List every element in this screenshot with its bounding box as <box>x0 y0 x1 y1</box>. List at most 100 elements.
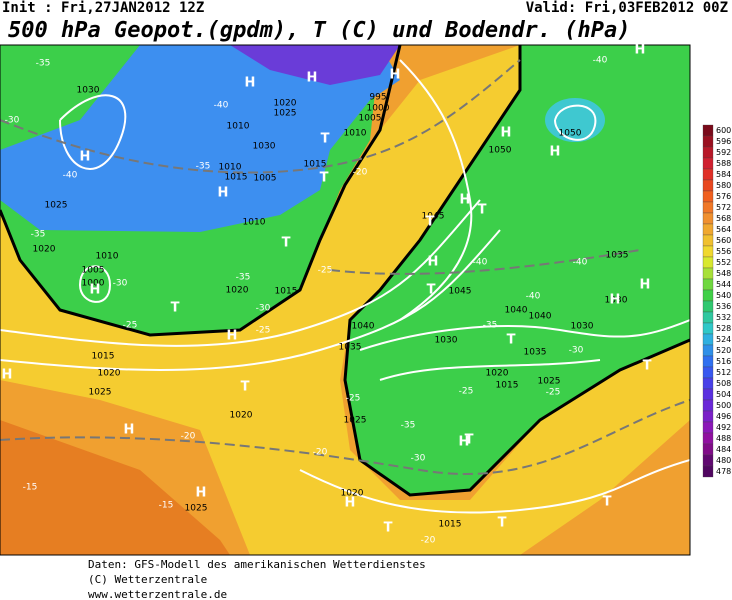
temperature-label: -35 <box>236 273 251 283</box>
colorbar-label: 584 <box>716 170 731 179</box>
colorbar-swatch <box>702 344 714 357</box>
colorbar: 600 596 592 588 584 580 576 572 568 564 560 556 552 5… <box>702 124 731 478</box>
colorbar-swatch <box>702 454 714 467</box>
trough-marker: T <box>498 516 507 531</box>
pressure-label: 1030 <box>605 296 628 306</box>
map <box>0 44 691 556</box>
pressure-label: 1050 <box>489 146 512 156</box>
colorbar-label: 512 <box>716 368 731 377</box>
pressure-label: 1020 <box>230 411 253 421</box>
high-pressure-marker: H <box>550 145 561 160</box>
colorbar-label: 500 <box>716 401 731 410</box>
temperature-label: -25 <box>459 387 474 397</box>
high-pressure-marker: H <box>459 435 470 450</box>
trough-marker: T <box>427 283 436 298</box>
colorbar-label: 600 <box>716 126 731 135</box>
colorbar-swatch <box>702 245 714 258</box>
isobars <box>0 59 690 514</box>
pressure-label: 1010 <box>243 218 266 228</box>
colorbar-swatch <box>702 410 714 423</box>
colorbar-swatch <box>702 355 714 368</box>
pressure-label: 1035 <box>524 348 547 358</box>
pressure-label: 1025 <box>274 109 297 119</box>
trough-marker: T <box>478 203 487 218</box>
pressure-label: 1000 <box>82 279 105 289</box>
pressure-label: 1050 <box>559 129 582 139</box>
high-pressure-marker: H <box>428 255 439 270</box>
pressure-label: 1005 <box>82 266 105 276</box>
high-pressure-marker: H <box>460 193 471 208</box>
pressure-label: 1035 <box>339 343 362 353</box>
high-pressure-marker: H <box>90 283 101 298</box>
pressure-label: 1040 <box>352 322 375 332</box>
colorbar-label: 548 <box>716 269 731 278</box>
pressure-label: 1015 <box>275 287 298 297</box>
very-cold-region <box>230 45 400 85</box>
colorbar-label: 516 <box>716 357 731 366</box>
high-pressure-marker: H <box>227 329 238 344</box>
colorbar-swatch <box>702 135 714 148</box>
trough-marker: T <box>465 433 474 448</box>
pressure-label: 1025 <box>185 504 208 514</box>
trough-marker: T <box>171 301 180 316</box>
trough-marker: T <box>603 495 612 510</box>
colorbar-swatch <box>702 432 714 445</box>
pressure-label: 1040 <box>505 306 528 316</box>
colorbar-label: 528 <box>716 324 731 333</box>
colorbar-label: 480 <box>716 456 731 465</box>
colorbar-label: 568 <box>716 214 731 223</box>
colorbar-swatch <box>702 377 714 390</box>
colorbar-swatch <box>702 256 714 269</box>
colorbar-label: 556 <box>716 247 731 256</box>
pressure-label: 1030 <box>253 142 276 152</box>
pressure-label: 1010 <box>227 122 250 132</box>
trough-marker: T <box>384 521 393 536</box>
pressure-label: 1005 <box>359 114 382 124</box>
colorbar-swatch <box>702 333 714 346</box>
trough-marker: T <box>643 359 652 374</box>
pressure-label: 1025 <box>89 388 112 398</box>
colorbar-swatch <box>702 322 714 335</box>
colorbar-swatch <box>702 366 714 379</box>
trough-marker: T <box>426 215 435 230</box>
pressure-label: 1020 <box>98 369 121 379</box>
pressure-label: 1015 <box>92 352 115 362</box>
colorbar-label: 504 <box>716 390 731 399</box>
pressure-label: 1045 <box>422 212 445 222</box>
colorbar-label: 508 <box>716 379 731 388</box>
temperature-label: -20 <box>421 536 436 546</box>
map-title: 500 hPa Geopot.(gpdm), T (C) und Bodendr… <box>8 18 631 43</box>
high-pressure-marker: H <box>196 486 207 501</box>
colorbar-label: 532 <box>716 313 731 322</box>
colorbar-label: 544 <box>716 280 731 289</box>
high-pressure-marker: H <box>124 423 135 438</box>
high-pressure-marker: H <box>80 150 91 165</box>
pressure-label: 1020 <box>33 245 56 255</box>
temperature-label: -25 <box>318 266 333 276</box>
colorbar-label: 596 <box>716 137 731 146</box>
valid-time: Valid: Fri,03FEB2012 00Z <box>526 0 728 16</box>
colorbar-swatch <box>702 146 714 159</box>
high-pressure-marker: H <box>245 76 256 91</box>
colorbar-label: 592 <box>716 148 731 157</box>
pressure-label: 1020 <box>341 489 364 499</box>
high-pressure-marker: H <box>345 496 356 511</box>
colorbar-label: 488 <box>716 434 731 443</box>
temperature-label: -25 <box>256 326 271 336</box>
temperature-label: -15 <box>159 501 174 511</box>
pressure-label: 1040 <box>529 312 552 322</box>
high-pressure-marker: H <box>640 278 651 293</box>
colorbar-label: 520 <box>716 346 731 355</box>
colorbar-swatch <box>702 201 714 214</box>
pressure-label: 1020 <box>274 99 297 109</box>
high-pressure-marker: H <box>635 43 646 58</box>
colorbar-swatch <box>702 421 714 434</box>
colorbar-label: 576 <box>716 192 731 201</box>
temperature-label: -40 <box>473 258 488 268</box>
pressure-label: 1030 <box>435 336 458 346</box>
pressure-label: 1030 <box>571 322 594 332</box>
colorbar-swatch <box>702 388 714 401</box>
pressure-label: 1015 <box>496 381 519 391</box>
footer-copyright: (C) Wetterzentrale <box>88 573 207 586</box>
